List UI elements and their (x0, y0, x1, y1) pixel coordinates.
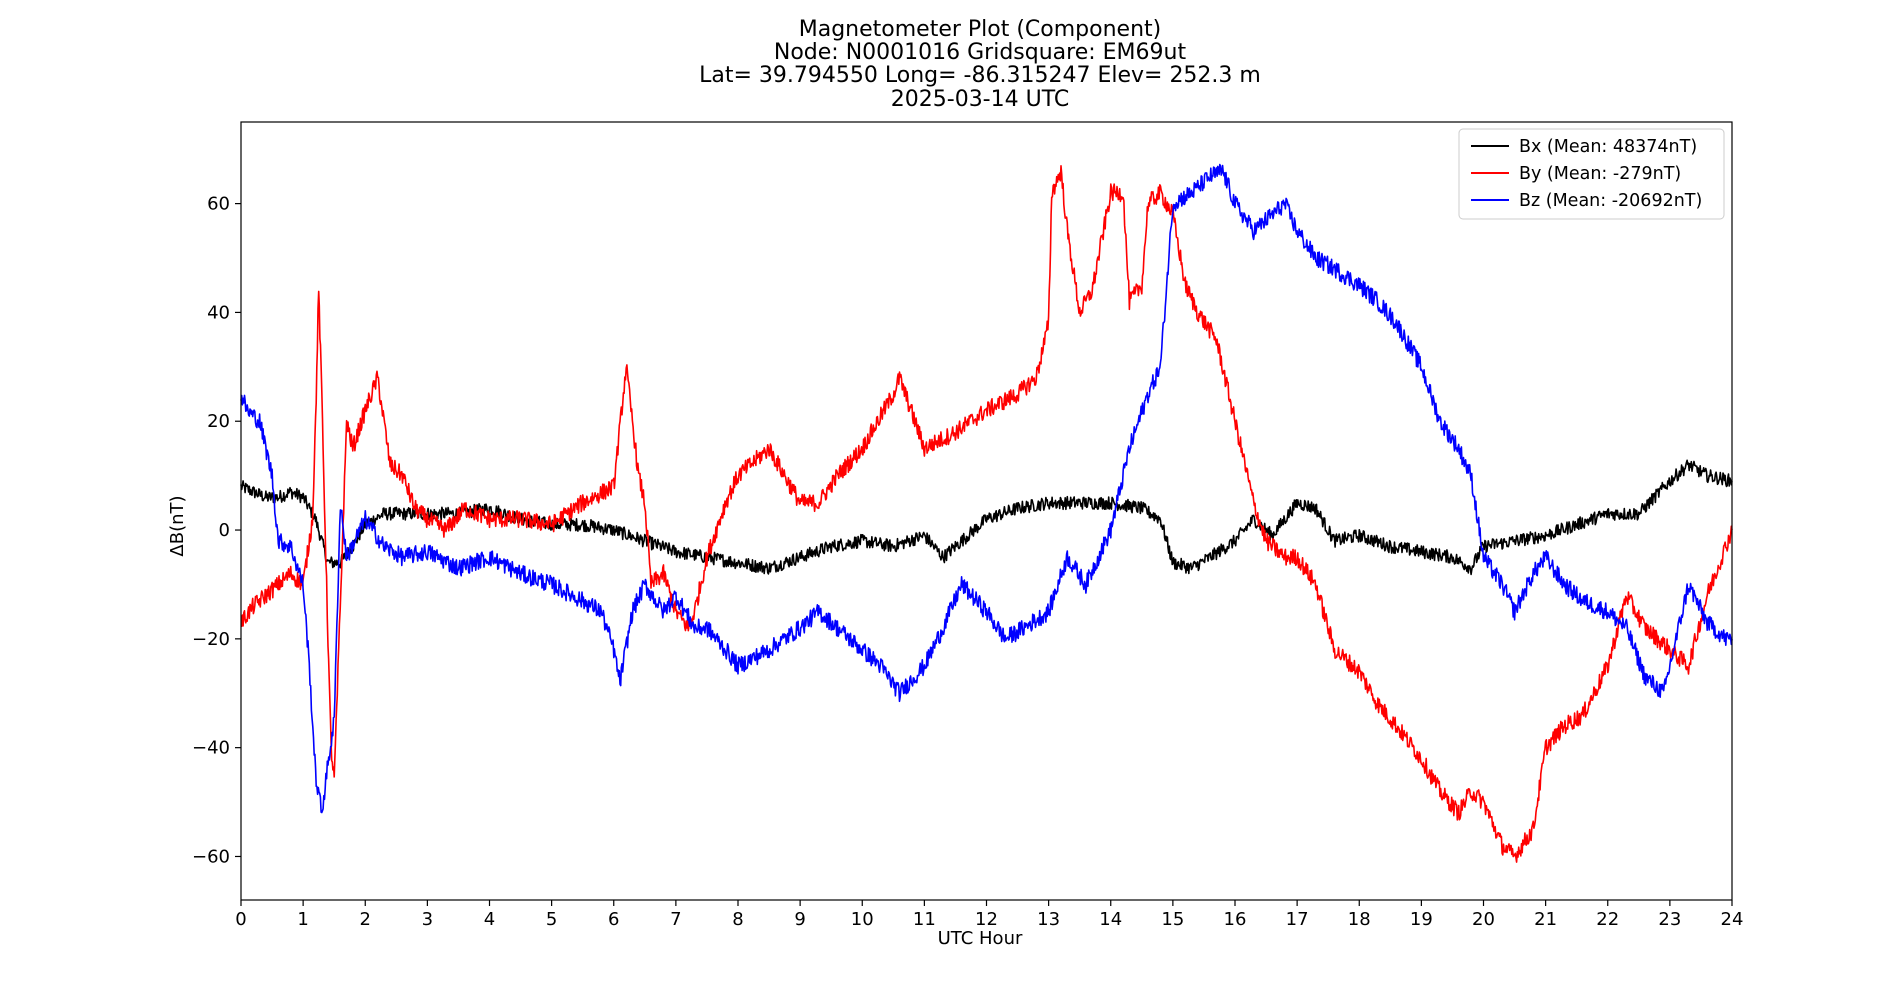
y-tick-label: −60 (192, 846, 230, 867)
legend: Bx (Mean: 48374nT) By (Mean: -279nT) Bz (M… (1458, 128, 1725, 220)
x-tick-label: 11 (913, 909, 936, 930)
series-line-by (240, 165, 1733, 863)
x-tick-label: 3 (422, 909, 433, 930)
x-tick-label: 21 (1534, 909, 1557, 930)
y-tick-label: 40 (207, 302, 230, 323)
axis-ticks: 0 1 2 3 4 5 6 7 8 9 10 11 12 13 14 15 16 17 18 19 20 21 22 23 24… (192, 194, 1743, 930)
chart-title-line-4: 2025-03-14 UTC (891, 87, 1069, 112)
x-tick-label: 12 (975, 909, 998, 930)
legend-box (1458, 128, 1725, 220)
x-tick-label: 16 (1224, 909, 1247, 930)
y-axis-label: ΔB(nT) (167, 495, 188, 556)
legend-label: By (Mean: -279nT) (1519, 164, 1681, 184)
plot-area (240, 121, 1733, 901)
y-tick-label: −40 (192, 738, 230, 759)
x-tick-label: 8 (732, 909, 743, 930)
chart-title-line-2: Node: N0001016 Gridsquare: EM69ut (774, 40, 1187, 65)
y-tick-label: 0 (219, 520, 230, 541)
legend-label: Bz (Mean: -20692nT) (1519, 191, 1702, 211)
x-tick-label: 4 (484, 909, 495, 930)
legend-label: Bx (Mean: 48374nT) (1519, 137, 1697, 157)
y-tick-label: 60 (207, 194, 230, 215)
x-tick-label: 9 (794, 909, 805, 930)
x-tick-label: 19 (1410, 909, 1433, 930)
y-tick-label: 20 (207, 411, 230, 432)
x-tick-label: 1 (297, 909, 308, 930)
chart-title-line-3: Lat= 39.794550 Long= -86.315247 Elev= 25… (699, 63, 1261, 88)
x-tick-label: 15 (1161, 909, 1184, 930)
chart-title-line-1: Magnetometer Plot (Component) (799, 17, 1162, 42)
x-axis-label: UTC Hour (938, 928, 1023, 949)
series-line-bz (240, 163, 1733, 814)
x-tick-label: 23 (1658, 909, 1681, 930)
x-tick-label: 10 (851, 909, 874, 930)
x-tick-label: 20 (1472, 909, 1495, 930)
x-tick-label: 0 (235, 909, 246, 930)
x-tick-label: 17 (1286, 909, 1309, 930)
y-tick-label: −20 (192, 629, 230, 650)
x-tick-label: 22 (1596, 909, 1619, 930)
x-tick-label: 6 (608, 909, 619, 930)
x-tick-label: 7 (670, 909, 681, 930)
x-tick-label: 2 (360, 909, 371, 930)
series-line-bx (240, 459, 1733, 576)
x-tick-label: 18 (1348, 909, 1371, 930)
x-tick-label: 13 (1037, 909, 1060, 930)
x-tick-label: 14 (1099, 909, 1122, 930)
x-tick-label: 5 (546, 909, 557, 930)
x-tick-label: 24 (1721, 909, 1744, 930)
